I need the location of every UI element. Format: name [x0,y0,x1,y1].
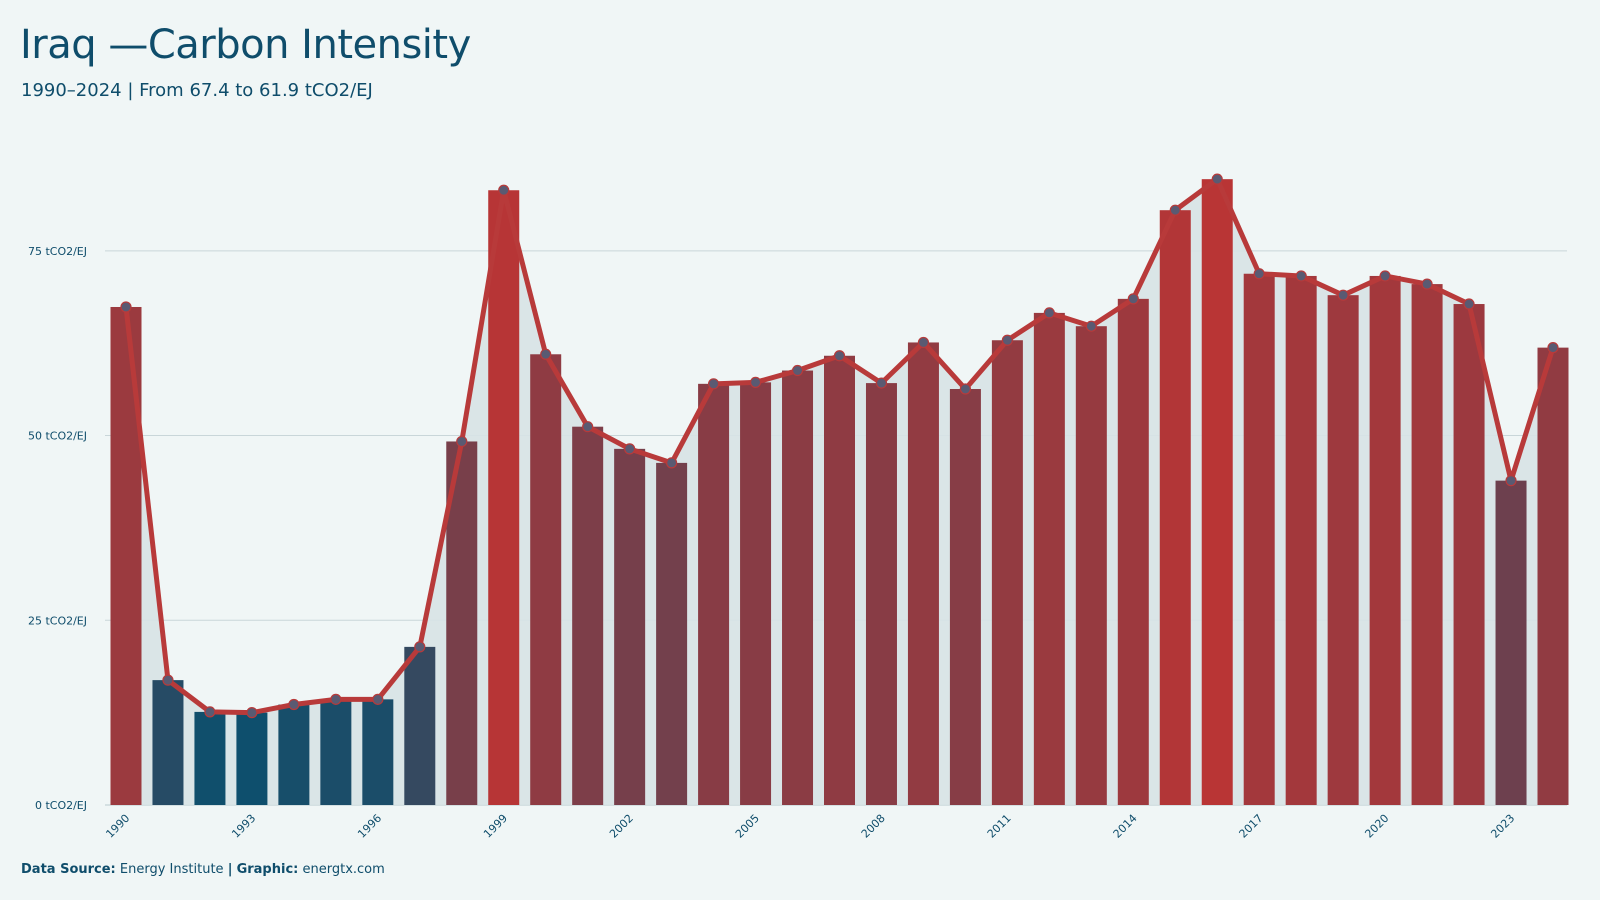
x-tick-label: 2014 [1111,812,1140,841]
bar-2007 [824,355,855,805]
bar-2006 [782,370,814,805]
bar-2021 [1411,284,1443,805]
bar-2010 [949,389,981,805]
point-1992 [204,706,216,718]
bar-1993 [236,712,268,805]
point-1995 [330,693,342,705]
bar-2005 [740,382,772,805]
point-1997 [414,641,426,653]
bar-2011 [991,340,1023,805]
y-tick-label: 50 tCO2/EJ [28,430,87,443]
point-2017 [1253,268,1265,280]
footer-separator: | [227,862,233,877]
x-tick-label: 1999 [481,812,510,841]
bar-2016 [1201,179,1233,805]
point-2008 [875,377,888,389]
x-tick-label: 2011 [985,812,1014,841]
point-2018 [1295,270,1307,282]
point-1993 [246,707,258,719]
point-2011 [1001,334,1013,346]
bar-2017 [1243,273,1275,805]
graphic-value: energtx.com [302,862,385,877]
graphic-label: Graphic: [236,862,299,877]
x-tick-label: 2017 [1237,812,1266,841]
bar-2004 [698,383,730,805]
x-tick-label: 2005 [733,812,762,841]
bar-2015 [1159,210,1191,805]
y-tick-label: 0 tCO2/EJ [35,799,87,812]
point-2006 [791,364,804,377]
point-2000 [540,348,552,360]
point-2010 [959,383,972,395]
bar-1994 [278,704,310,805]
bar-2019 [1327,295,1359,805]
x-tick-label: 2023 [1488,812,1517,841]
point-1996 [372,693,384,705]
bar-2022 [1453,304,1485,805]
bar-1997 [404,646,436,805]
y-tick-label: 25 tCO2/EJ [28,614,87,627]
x-tick-label: 1996 [355,812,384,841]
bar-1999 [488,190,520,805]
point-2019 [1337,289,1349,301]
bar-2009 [907,342,939,805]
point-1990 [120,301,132,313]
bar-2013 [1075,326,1107,805]
bar-2003 [656,462,688,805]
point-2007 [833,350,846,362]
bar-2001 [572,426,604,805]
point-2015 [1169,204,1181,216]
point-2004 [707,378,720,390]
point-2016 [1211,173,1223,185]
source-label: Data Source: [21,862,116,877]
point-2014 [1127,293,1139,305]
x-tick-label: 2008 [859,812,888,841]
footer: Data Source: Energy Institute | Graphic:… [21,862,385,877]
point-1994 [288,698,300,711]
bar-2008 [865,383,897,805]
bar-2020 [1369,275,1401,805]
y-tick-label: 75 tCO2/EJ [28,245,87,258]
bar-2024 [1537,347,1569,805]
point-2009 [917,336,930,349]
bar-2000 [530,354,562,805]
bar-2014 [1117,298,1149,805]
point-2020 [1379,270,1391,282]
point-2001 [582,421,594,433]
x-tick-label: 2020 [1362,812,1391,841]
bar-1995 [320,699,352,805]
point-1999 [498,184,510,196]
bar-2023 [1495,480,1527,805]
point-2021 [1421,278,1433,290]
chart-title: Iraq —Carbon Intensity [20,22,471,68]
point-1998 [456,435,468,448]
x-tick-label: 2002 [607,812,636,841]
chart-subtitle: 1990–2024 | From 67.4 to 61.9 tCO2/EJ [21,80,373,101]
bar-1991 [152,680,184,805]
bar-2012 [1033,312,1065,805]
point-2005 [749,376,762,388]
bar-1992 [194,711,226,805]
bar-2018 [1285,275,1317,805]
point-2022 [1463,298,1475,310]
point-2002 [624,443,636,455]
point-2012 [1043,307,1055,319]
point-2003 [666,457,678,469]
source-value: Energy Institute [119,862,224,877]
bar-1996 [362,699,394,805]
point-2024 [1547,342,1559,354]
point-2023 [1505,475,1517,487]
point-1991 [162,674,174,686]
x-tick-label: 1990 [103,812,132,841]
point-2013 [1085,320,1097,332]
bar-2002 [614,448,646,805]
x-tick-label: 1993 [229,812,258,841]
